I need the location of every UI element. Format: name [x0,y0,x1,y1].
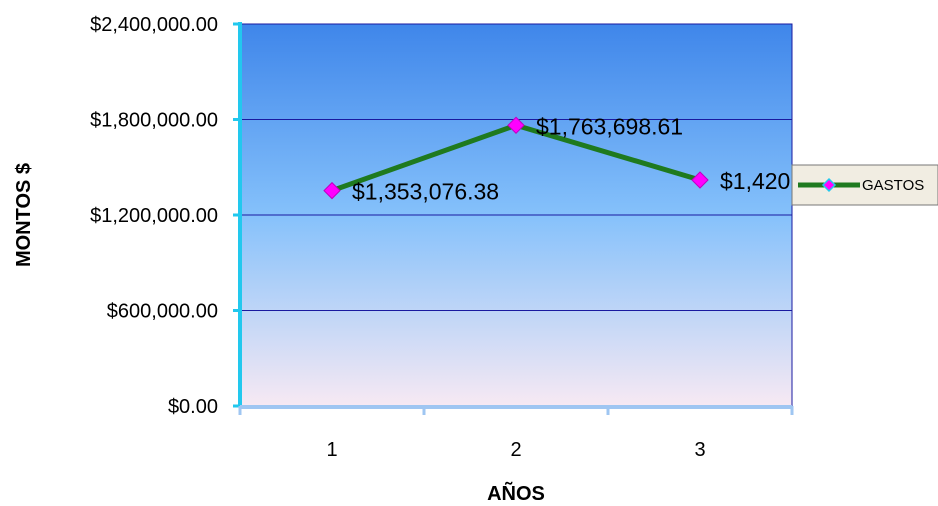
data-point-marker [507,116,525,134]
series-gastos [323,116,709,200]
y-tick-label: $1,800,000.00 [90,110,218,132]
x-axis-title: AÑOS [487,482,545,505]
y-tick-label: $1,200,000.00 [90,205,218,227]
axes: $0.00 $600,000.00 $1,200,000.00 $1,800,000.… [90,14,794,461]
y-tick-label: $2,400,000.00 [90,14,218,36]
legend-marker [821,177,837,193]
data-label: $1,420 [720,168,790,194]
data-point-marker [323,181,341,200]
x-tick-label: 3 [694,439,705,461]
data-point-marker [691,171,709,189]
data-label: $1,763,698.61 [536,113,683,139]
data-label: $1,353,076.38 [352,179,499,205]
legend-label-gastos: GASTOS [862,177,924,194]
y-tick-label: $0.00 [168,396,218,418]
x-tick-label: 1 [326,439,337,461]
y-axis-title: MONTOS $ [13,163,35,267]
legend: GASTOS [791,164,938,206]
data-labels: $1,353,076.38 $1,763,698.61 $1,420 [352,113,790,204]
y-tick-label: $600,000.00 [107,301,218,323]
x-tick-label: 2 [510,439,521,461]
